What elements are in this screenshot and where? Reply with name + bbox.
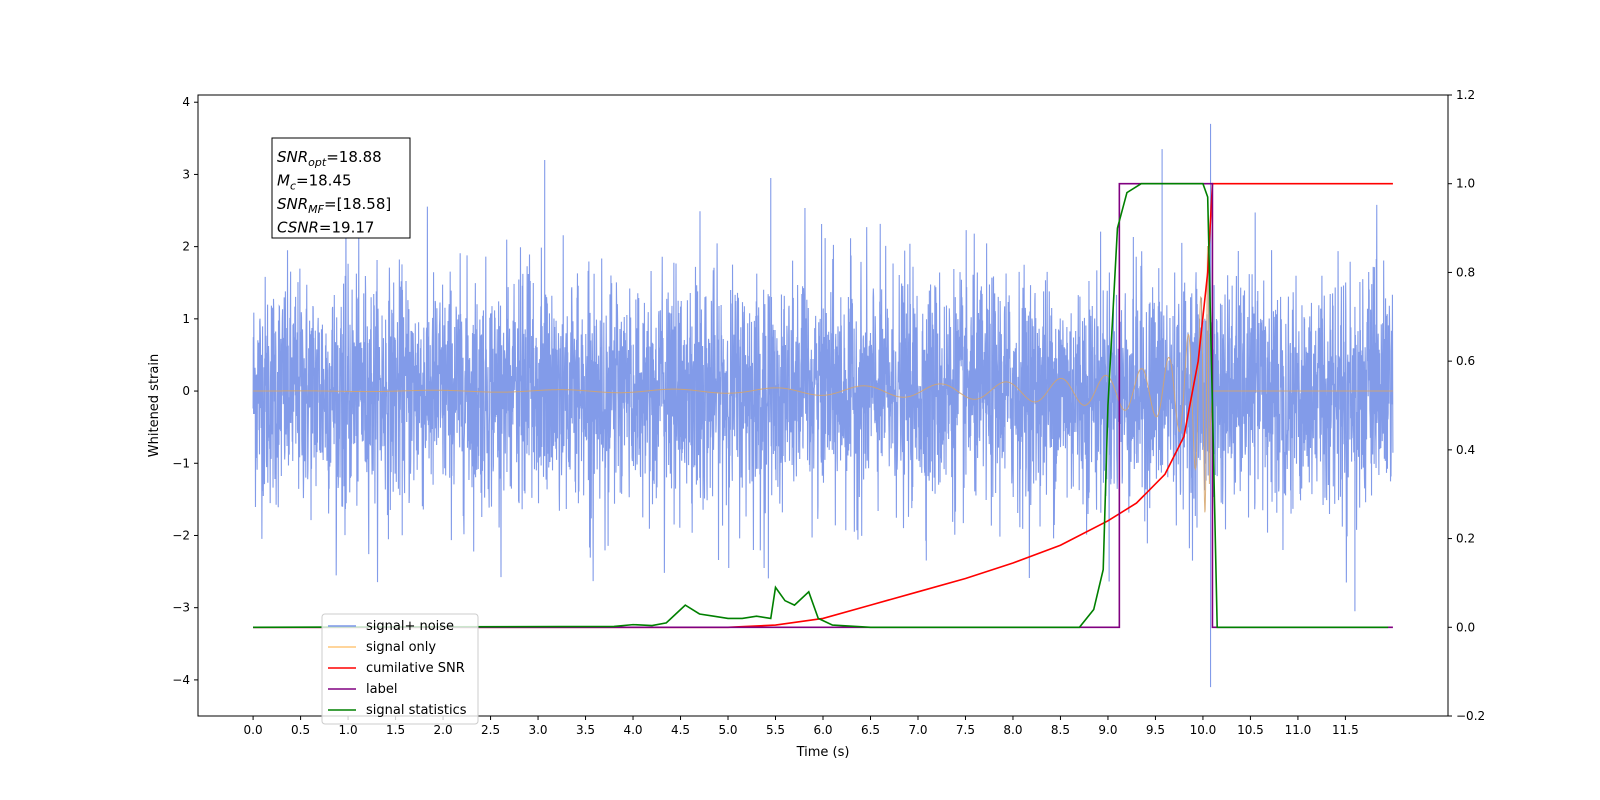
metrics-annotation-box: SNRopt=18.88Mc=18.45SNRMF=[18.58]CSNR=19… <box>271 137 411 239</box>
x-tick-label: 0.0 <box>244 723 263 737</box>
annotation-symbol: CSNR <box>277 219 319 237</box>
annotation-symbol: M <box>277 172 290 190</box>
y-left-tick-label: 4 <box>182 95 190 109</box>
y-left-tick-label: −1 <box>172 456 190 470</box>
x-tick-label: 4.5 <box>671 723 690 737</box>
legend-label: label <box>366 682 397 697</box>
annotation-symbol: SNR <box>277 148 308 166</box>
y-right-tick-label: 1.0 <box>1456 177 1475 191</box>
annotation-line: Mc=18.45 <box>277 172 352 193</box>
y-left-tick-label: 0 <box>182 384 190 398</box>
y-right-tick-label: 1.2 <box>1456 88 1475 102</box>
y-left-tick-label: 2 <box>182 240 190 254</box>
x-tick-label: 10.5 <box>1237 723 1264 737</box>
y-axis-right: 1.2 1.0 0.8 0.6 0.4 0.2 0.0 −0.2 <box>1448 88 1485 723</box>
annotation-value: =18.45 <box>296 172 352 190</box>
y-right-tick-label: −0.2 <box>1456 709 1485 723</box>
y-axis-left: 4 3 2 1 0 −1 −2 −3 −4 <box>172 95 198 687</box>
annotation-line: SNRopt=18.88 <box>277 148 382 169</box>
x-axis: 0.0 0.5 1.0 1.5 2.0 2.5 3.0 3.5 4.0 4.5 5.0 5.5 6.0 6… <box>244 716 1359 737</box>
x-tick-label: 8.0 <box>1003 723 1022 737</box>
x-tick-label: 2.0 <box>434 723 453 737</box>
x-tick-label: 1.5 <box>386 723 405 737</box>
annotation-line: CSNR=19.17 <box>277 219 374 237</box>
y-right-tick-label: 0.4 <box>1456 443 1475 457</box>
series-cumilative-snr <box>253 182 1393 629</box>
x-tick-label: 3.5 <box>576 723 595 737</box>
legend-label: signal only <box>366 640 436 655</box>
x-tick-label: 9.5 <box>1146 723 1165 737</box>
series-signal-only <box>253 245 1393 513</box>
y-left-tick-label: −2 <box>172 528 190 542</box>
annotation-frame <box>271 137 411 239</box>
legend-label: cumilative SNR <box>366 661 465 676</box>
x-tick-label: 7.0 <box>908 723 927 737</box>
y-right-tick-label: 0.8 <box>1456 265 1475 279</box>
x-axis-label: Time (s) <box>796 745 850 760</box>
annotation-symbol: SNR <box>277 195 308 213</box>
x-tick-label: 11.0 <box>1285 723 1312 737</box>
legend-label: signal statistics <box>366 703 467 718</box>
annotation-value: =19.17 <box>319 219 375 237</box>
annotation-value: =[18.58] <box>324 195 391 213</box>
x-tick-label: 4.0 <box>623 723 642 737</box>
x-tick-label: 3.0 <box>528 723 547 737</box>
x-tick-label: 5.0 <box>718 723 737 737</box>
y-left-tick-label: 1 <box>182 312 190 326</box>
x-tick-label: 5.5 <box>766 723 785 737</box>
x-tick-label: 9.0 <box>1098 723 1117 737</box>
annotation-subscript: c <box>290 180 296 193</box>
annotation-value: =18.88 <box>326 148 382 166</box>
legend-label: signal+ noise <box>366 619 454 634</box>
x-tick-label: 2.5 <box>481 723 500 737</box>
y-right-tick-label: 0.6 <box>1456 354 1475 368</box>
x-tick-label: 11.5 <box>1332 723 1359 737</box>
series-layer <box>252 123 1394 688</box>
x-tick-label: 6.5 <box>861 723 880 737</box>
y-right-tick-label: 0.0 <box>1456 620 1475 634</box>
x-tick-label: 8.5 <box>1051 723 1070 737</box>
annotation-subscript: opt <box>308 156 327 169</box>
plot-area <box>197 94 1449 717</box>
y-right-tick-label: 0.2 <box>1456 532 1475 546</box>
series-signal-plus-noise <box>252 123 1394 688</box>
x-tick-label: 6.0 <box>813 723 832 737</box>
y-left-tick-label: 3 <box>182 167 190 181</box>
x-tick-label: 0.5 <box>291 723 310 737</box>
y-left-tick-label: −3 <box>172 601 190 615</box>
series-signal-statistics <box>253 182 1389 629</box>
y-axis-label: Whitened strain <box>147 354 162 457</box>
legend: signal+ noise signal only cumilative SNR la… <box>321 613 479 725</box>
x-tick-label: 1.0 <box>339 723 358 737</box>
annotation-line: SNRMF=[18.58] <box>277 195 391 216</box>
y-left-tick-label: −4 <box>172 673 190 687</box>
legend-frame <box>321 613 479 725</box>
x-tick-label: 10.0 <box>1190 723 1217 737</box>
x-tick-label: 7.5 <box>956 723 975 737</box>
annotation-subscript: MF <box>308 203 324 216</box>
